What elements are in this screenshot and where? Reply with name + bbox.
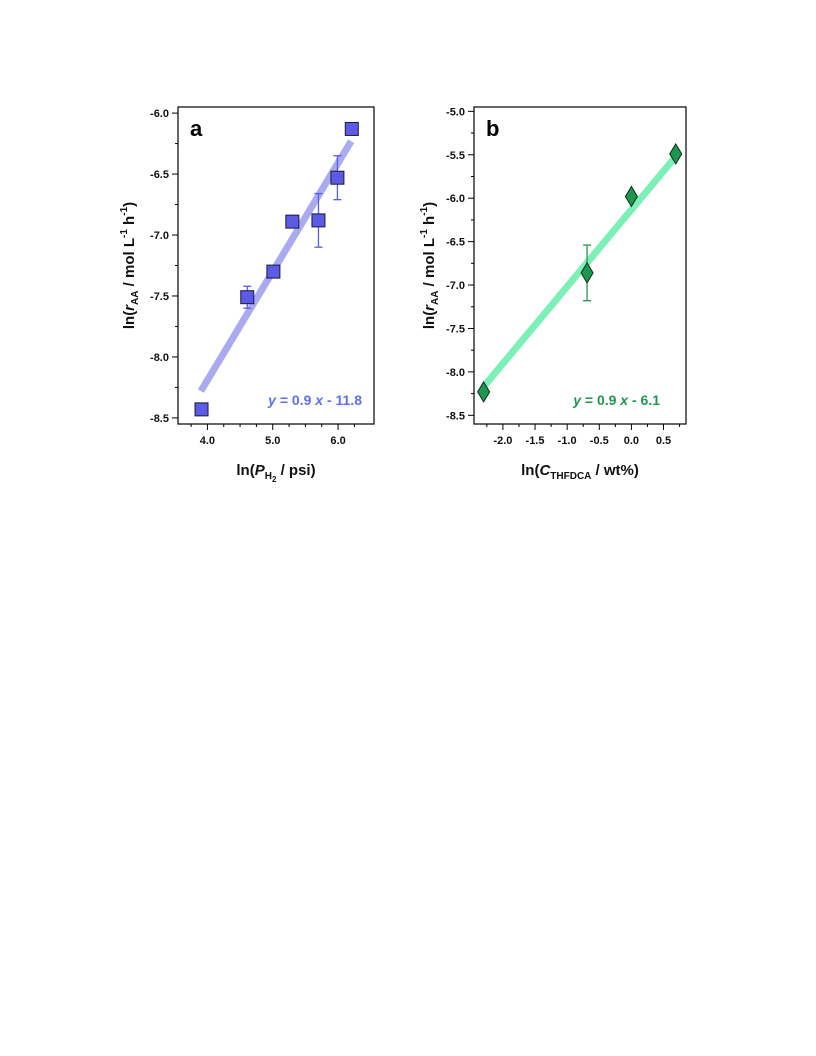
fit-eq-x: x [619,392,629,408]
plot-frame [473,106,687,425]
y-label-prefix: ln( [121,311,138,329]
x-tick-label: -0.5 [590,435,609,447]
y-tick-label: -7.0 [446,280,465,292]
y-label-exponent: -1 [419,206,430,215]
y-label-units: / mol L [121,238,138,291]
data-point [240,290,255,305]
y-tick-label: -8.0 [150,352,169,364]
y-tick-label: -7.5 [446,323,465,335]
y-label-units: / mol L [421,238,438,291]
y-tick-label: -6.0 [446,193,465,205]
x-tick-label: 6.0 [330,435,345,447]
data-point [311,213,326,228]
x-label-suffix: / wt%) [591,462,639,479]
data-point [194,402,209,417]
x-label-variable: C [539,462,551,479]
x-label-sub-subscript: 2 [272,475,277,484]
x-axis-label: ln(PH2 / psi) [236,462,315,484]
y-tick-label: -5.0 [446,106,465,118]
y-tick-label: -6.5 [150,169,169,181]
y-tick-label: -7.5 [150,291,169,303]
fit-eq-y: y [267,392,277,408]
data-point [669,142,683,165]
chart-panel-b: -5.0 -5.5 -6.0 -6.5 -7.0 -7.5 -8.0 -8.5 -2.0 -1.5… [419,106,687,482]
fit-eq-y: y [572,392,582,408]
x-label-variable: P [255,462,266,479]
data-point [330,170,345,185]
y-tick-label: -8.0 [446,367,465,379]
fit-line [480,154,679,389]
y-label-prefix: ln( [421,311,438,329]
x-tick-label: -1.0 [558,435,577,447]
x-tick-label: 0.5 [656,435,671,447]
fit-equation: y = 0.9 x - 11.8 [267,392,362,408]
y-label-exponent: -1 [119,206,130,215]
y-label-units-hour: h [421,216,438,229]
x-label-prefix: ln( [236,462,254,479]
x-tick-label: -1.5 [526,435,545,447]
chart-panel-a: -6.0 -6.5 -7.0 -7.5 -8.0 -8.5 4.0 5.0 6.0 a y = 0.… [119,106,375,484]
data-point [477,380,491,403]
y-axis-label: ln(rAA / mol L-1 h-1) [119,202,141,329]
x-axis-label: ln(CTHFDCA / wt%) [521,462,639,482]
fit-eq-intercept: - 6.1 [628,392,660,408]
fit-eq-slope: = 0.9 [581,392,620,408]
y-axis-label: ln(rAA / mol L-1 h-1) [419,202,441,329]
data-point [285,214,300,229]
x-label-subscript: H [265,471,272,482]
data-point [344,121,359,136]
y-tick-label: -7.0 [150,230,169,242]
panel-label: b [486,116,499,141]
fit-eq-x: x [314,392,324,408]
y-tick-label: -6.0 [150,108,169,120]
y-label-subscript: AA [430,291,441,305]
x-label-prefix: ln( [521,462,539,479]
y-tick-label: -8.5 [150,413,169,425]
data-point [624,185,638,208]
fit-eq-intercept: - 11.8 [323,392,362,408]
x-label-suffix: / psi) [276,462,315,479]
fit-equation: y = 0.9 x - 6.1 [572,392,660,408]
data-point [580,261,594,284]
x-tick-label: 5.0 [265,435,280,447]
y-label-exponent: -1 [119,229,130,238]
x-label-subscript: THFDCA [550,471,591,482]
y-label-subscript: AA [130,291,141,305]
data-point [266,264,281,279]
fit-eq-slope: = 0.9 [276,392,315,408]
y-label-suffix: ) [121,202,138,207]
y-label-exponent: -1 [419,229,430,238]
y-tick-label: -6.5 [446,237,465,249]
x-tick-label: 4.0 [200,435,215,447]
y-tick-label: -5.5 [446,150,465,162]
x-tick-label: 0.0 [624,435,639,447]
y-label-variable: r [421,304,438,311]
y-label-variable: r [121,304,138,311]
x-tick-label: -2.0 [493,435,512,447]
y-label-suffix: ) [421,202,438,207]
panel-label: a [190,116,203,141]
y-tick-label: -8.5 [446,410,465,422]
y-label-units-hour: h [121,216,138,229]
